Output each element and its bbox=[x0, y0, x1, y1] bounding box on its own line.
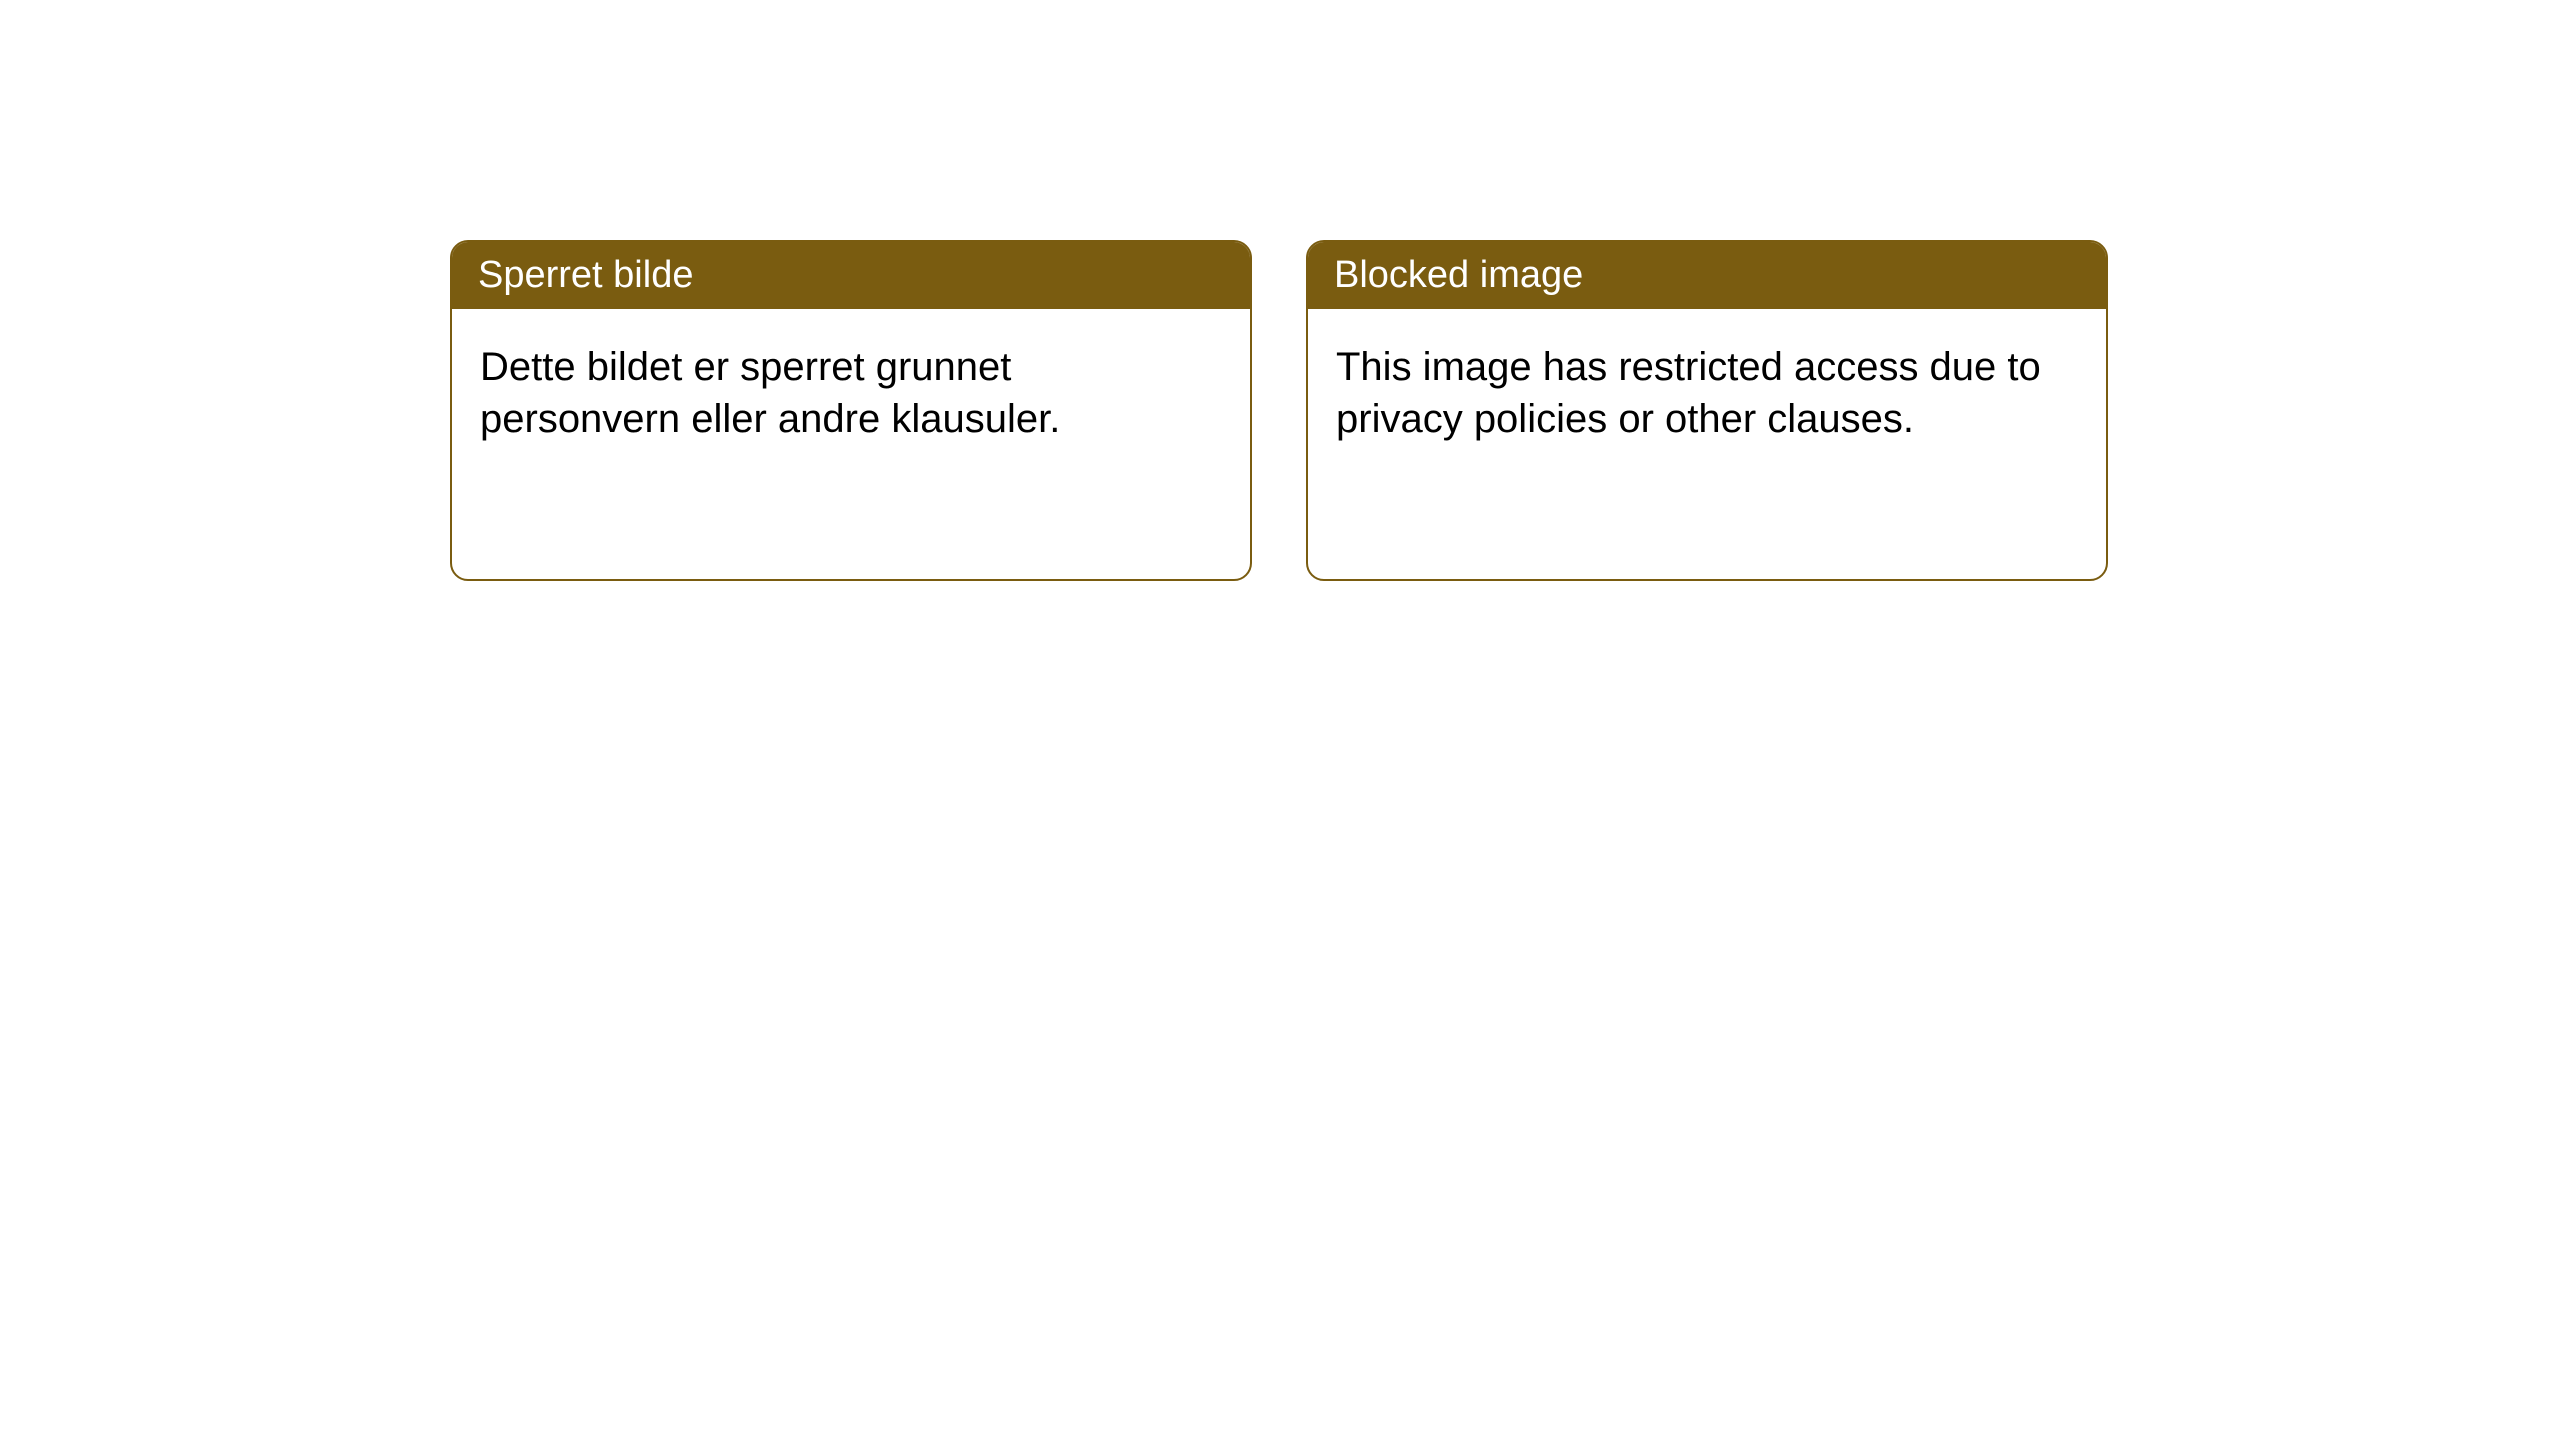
cards-container: Sperret bilde Dette bildet er sperret gr… bbox=[0, 0, 2560, 581]
card-message-no: Dette bildet er sperret grunnet personve… bbox=[480, 345, 1060, 441]
card-message-en: This image has restricted access due to … bbox=[1336, 345, 2041, 441]
card-header-en: Blocked image bbox=[1308, 242, 2106, 309]
blocked-image-card-no: Sperret bilde Dette bildet er sperret gr… bbox=[450, 240, 1252, 581]
blocked-image-card-en: Blocked image This image has restricted … bbox=[1306, 240, 2108, 581]
card-header-no: Sperret bilde bbox=[452, 242, 1250, 309]
card-title-en: Blocked image bbox=[1334, 254, 1583, 296]
card-body-no: Dette bildet er sperret grunnet personve… bbox=[452, 309, 1250, 579]
card-title-no: Sperret bilde bbox=[478, 254, 693, 296]
card-body-en: This image has restricted access due to … bbox=[1308, 309, 2106, 579]
